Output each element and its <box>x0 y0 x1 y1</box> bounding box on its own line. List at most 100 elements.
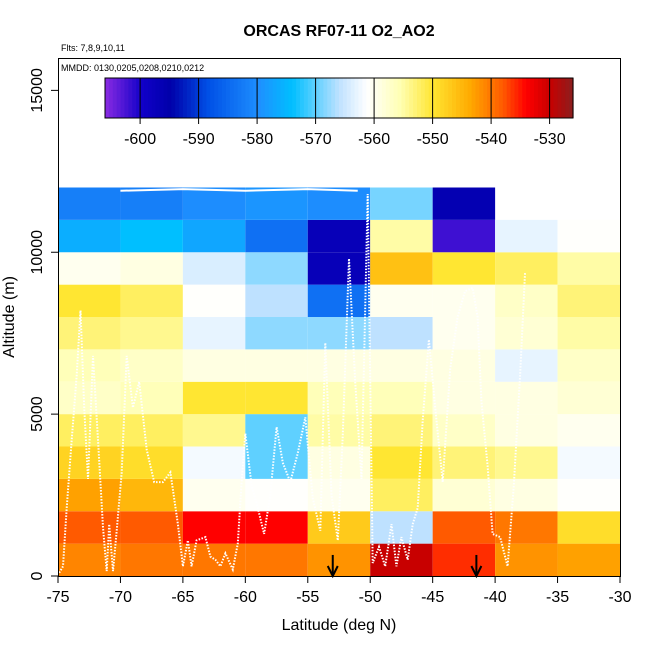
heatmap-cell <box>182 317 246 350</box>
plot-frame <box>58 58 621 577</box>
colorbar-segment <box>358 78 363 118</box>
colorbar-segment <box>319 78 324 118</box>
colorbar-segment <box>467 78 473 118</box>
heatmap-cell <box>182 381 246 415</box>
heatmap-cell <box>370 284 433 317</box>
x-tick-label: -45 <box>421 589 444 606</box>
heatmap-cell <box>182 252 246 285</box>
colorbar-segment <box>261 78 266 118</box>
colorbar-tick-label: -570 <box>300 131 332 148</box>
colorbar-segment <box>354 78 360 118</box>
heatmap-cell <box>370 317 433 350</box>
heatmap-cell <box>182 511 246 544</box>
heatmap-cell <box>432 349 496 382</box>
colorbar-segment <box>214 78 219 118</box>
heatmap-cell <box>307 284 371 317</box>
colorbar-segment <box>444 78 449 118</box>
colorbar-segment <box>124 78 129 118</box>
colorbar-segment <box>144 78 149 118</box>
heatmap-cell <box>307 317 371 350</box>
colorbar-segment <box>339 78 344 118</box>
heatmap-cell <box>58 381 121 415</box>
heatmap-cell <box>307 381 371 415</box>
heatmap-cell <box>58 511 121 544</box>
colorbar-segment <box>323 78 328 118</box>
colorbar-segment <box>537 78 543 118</box>
heatmap-cell <box>245 349 308 382</box>
heatmap-cell <box>307 414 371 447</box>
heatmap-cell <box>370 187 433 220</box>
heatmap-cell <box>557 284 620 317</box>
heatmap-cell <box>557 252 620 285</box>
heatmap-cell <box>120 511 183 544</box>
colorbar-segment <box>381 78 387 118</box>
colorbar-segment <box>186 78 192 118</box>
heatmap-cell <box>58 219 121 253</box>
x-tick-label: -75 <box>46 589 69 606</box>
heatmap-cell <box>432 381 496 415</box>
x-tick-label: -65 <box>171 589 194 606</box>
colorbar-segment <box>303 78 309 118</box>
colorbar-segment <box>159 78 165 118</box>
colorbar-segment <box>284 78 289 118</box>
colorbar-segment <box>401 78 406 118</box>
heatmap-cell <box>557 414 620 447</box>
colorbar-tick-label: -600 <box>124 131 156 148</box>
heatmap-cell <box>557 446 620 479</box>
x-tick-label: -30 <box>608 589 631 606</box>
colorbar-segment <box>428 78 434 118</box>
colorbar-segment <box>264 78 270 118</box>
heatmap-cell <box>120 414 183 447</box>
heatmap-cell <box>245 511 308 544</box>
heatmap-cell <box>245 478 308 512</box>
heatmap-cell <box>307 187 371 220</box>
colorbar-segment <box>487 78 492 118</box>
colorbar-tick-label: -580 <box>241 131 273 148</box>
colorbar-segment <box>257 78 262 118</box>
heatmap-cell <box>307 543 371 576</box>
colorbar-segment <box>307 78 313 118</box>
heatmap-cell <box>307 349 371 382</box>
colorbar-segment <box>417 78 422 118</box>
heatmap-cell <box>245 381 308 415</box>
heatmap-cell <box>432 252 496 285</box>
heatmap-cell <box>58 349 121 382</box>
colorbar-segment <box>346 78 352 118</box>
colorbar-segment <box>518 78 523 118</box>
heatmap-cell <box>370 252 433 285</box>
colorbar-segment <box>331 78 336 118</box>
heatmap-cell <box>182 219 246 253</box>
colorbar-segment <box>502 78 508 118</box>
heatmap-cell <box>58 252 121 285</box>
colorbar-segment <box>545 78 551 118</box>
colorbar-segment <box>424 78 430 118</box>
heatmap-cell <box>120 349 183 382</box>
heatmap-cell <box>495 478 558 512</box>
heatmap-cell <box>245 252 308 285</box>
x-tick-label: -40 <box>484 589 507 606</box>
colorbar-segment <box>557 78 562 118</box>
colorbar-segment <box>105 78 110 118</box>
colorbar-segment <box>342 78 348 118</box>
colorbar-segment <box>397 78 402 118</box>
colorbar-segment <box>405 78 410 118</box>
colorbar-segment <box>300 78 305 118</box>
colorbar-segment <box>268 78 274 118</box>
colorbar-segment <box>218 78 223 118</box>
heatmap-cell <box>182 187 246 220</box>
heatmap-cell <box>495 446 558 479</box>
colorbar-segment <box>241 78 246 118</box>
colorbar-segment <box>440 78 445 118</box>
colorbar-segment <box>245 78 250 118</box>
colorbar-segment <box>272 78 278 118</box>
heatmap-cell <box>495 543 558 576</box>
colorbar-segment <box>155 78 161 118</box>
colorbar-segment <box>136 78 141 118</box>
colorbar-segment <box>280 78 285 118</box>
heatmap-cell <box>245 446 308 479</box>
heatmap-cell <box>245 317 308 350</box>
x-tick-label: -50 <box>359 589 382 606</box>
x-tick-label: -55 <box>296 589 319 606</box>
colorbar-segment <box>210 78 215 118</box>
